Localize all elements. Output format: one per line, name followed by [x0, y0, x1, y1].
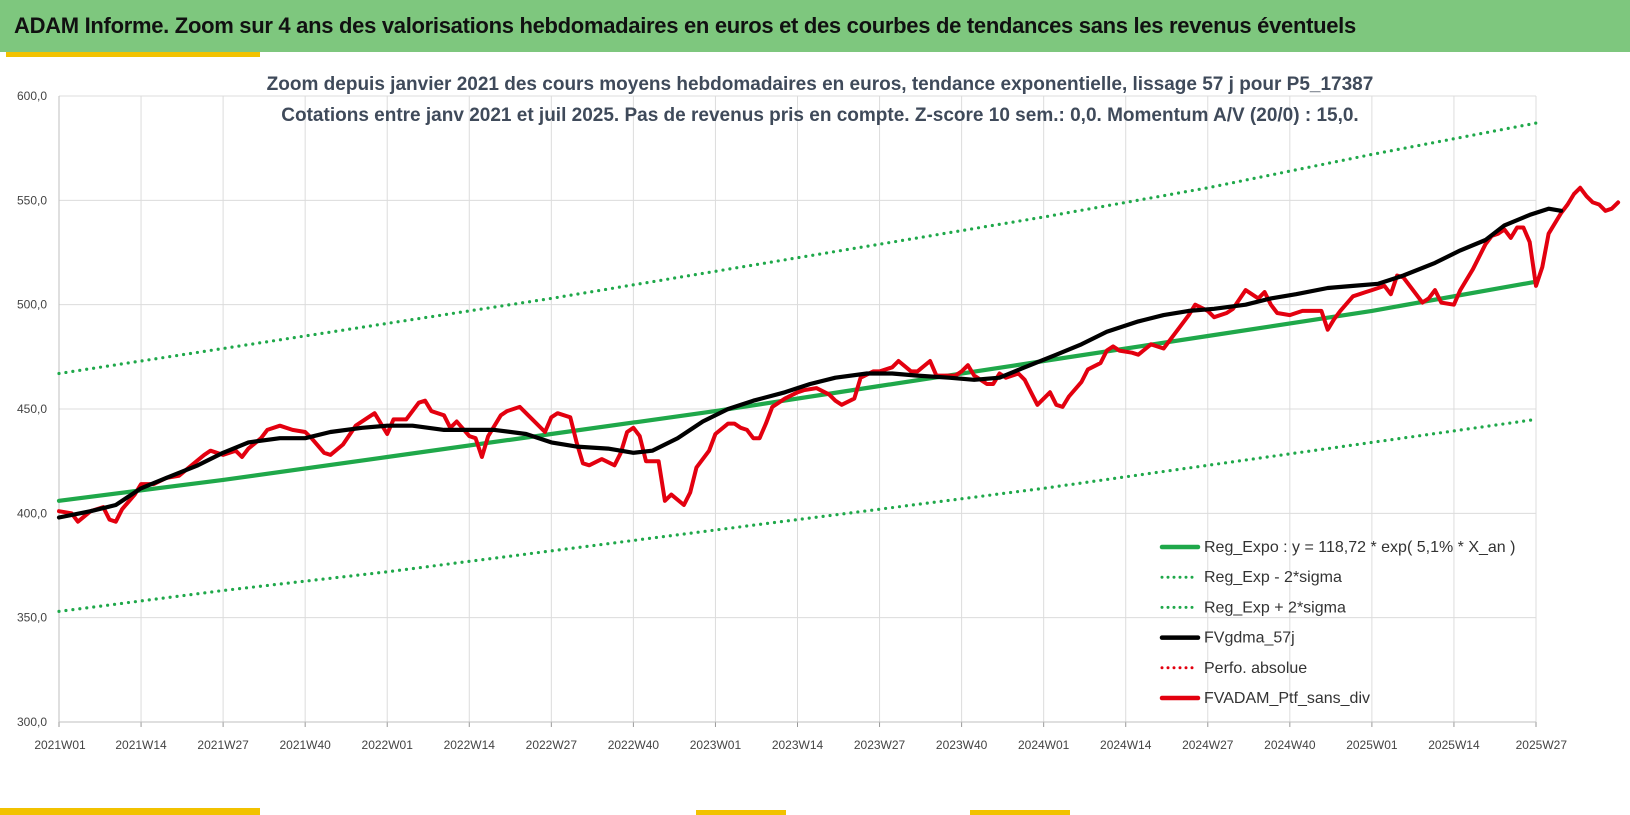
x-tick-label: 2023W01 — [690, 738, 742, 752]
chart-grid — [58, 95, 1537, 723]
chart-title: Zoom depuis janvier 2021 des cours moyen… — [267, 74, 1374, 95]
chart-subtitle: Cotations entre janv 2021 et juil 2025. … — [281, 105, 1358, 126]
y-tick-label: 600,0 — [17, 89, 47, 103]
x-tick-label: 2021W14 — [115, 738, 167, 752]
page-title: ADAM Informe. Zoom sur 4 ans des valoris… — [14, 13, 1356, 38]
series-line-2 — [57, 121, 1538, 376]
legend-label: FVADAM_Ptf_sans_div — [1204, 690, 1370, 707]
x-tick-label: 2022W27 — [526, 738, 578, 752]
x-tick-label: 2024W14 — [1100, 738, 1152, 752]
y-tick-label: 350,0 — [17, 611, 47, 625]
x-tick-label: 2021W40 — [279, 738, 331, 752]
header-bar: ADAM Informe. Zoom sur 4 ans des valoris… — [0, 0, 1630, 52]
x-tick-label: 2025W14 — [1428, 738, 1480, 752]
accent-bar-top — [6, 52, 260, 57]
legend-label: Reg_Expo : y = 118,72 * exp( 5,1% * X_an… — [1204, 539, 1515, 556]
legend-label: Reg_Exp - 2*sigma — [1204, 569, 1342, 586]
legend-label: Reg_Exp + 2*sigma — [1204, 599, 1346, 616]
y-tick-label: 450,0 — [17, 402, 47, 416]
series-line-3 — [56, 206, 1564, 520]
legend-label: FVgdma_57j — [1204, 630, 1295, 647]
accent-bar-bottom-mid — [696, 810, 786, 815]
chart-series — [56, 121, 1621, 613]
x-tick-label: 2022W14 — [444, 738, 496, 752]
x-tick-label: 2022W40 — [608, 738, 660, 752]
accent-bar-bottom-right — [970, 810, 1070, 815]
x-tick-label: 2025W01 — [1346, 738, 1398, 752]
chart-axes: 300,0 350,0 400,0 450,0 500,0 550,0 600,0 2021W… — [17, 89, 1567, 752]
chart-legend: Reg_Expo : y = 118,72 * exp( 5,1% * X_an… — [1159, 539, 1515, 707]
legend-label: Perfo. absolue — [1204, 660, 1307, 677]
y-tick-label: 550,0 — [17, 193, 47, 207]
y-tick-label: 500,0 — [17, 298, 47, 312]
x-tick-label: 2024W40 — [1264, 738, 1316, 752]
x-tick-label: 2023W27 — [854, 738, 906, 752]
x-tick-label: 2024W27 — [1182, 738, 1234, 752]
x-tick-label: 2022W01 — [362, 738, 414, 752]
x-tick-label: 2025W27 — [1516, 738, 1568, 752]
y-tick-label: 400,0 — [17, 506, 47, 520]
x-tick-label: 2021W27 — [197, 738, 249, 752]
x-tick-label: 2023W14 — [772, 738, 824, 752]
x-tick-label: 2023W40 — [936, 738, 988, 752]
y-tick-label: 300,0 — [17, 715, 47, 729]
x-tick-label: 2021W01 — [34, 738, 86, 752]
series-line-0 — [56, 279, 1539, 503]
accent-bar-bottom-left — [0, 808, 260, 815]
x-tick-label: 2024W01 — [1018, 738, 1070, 752]
